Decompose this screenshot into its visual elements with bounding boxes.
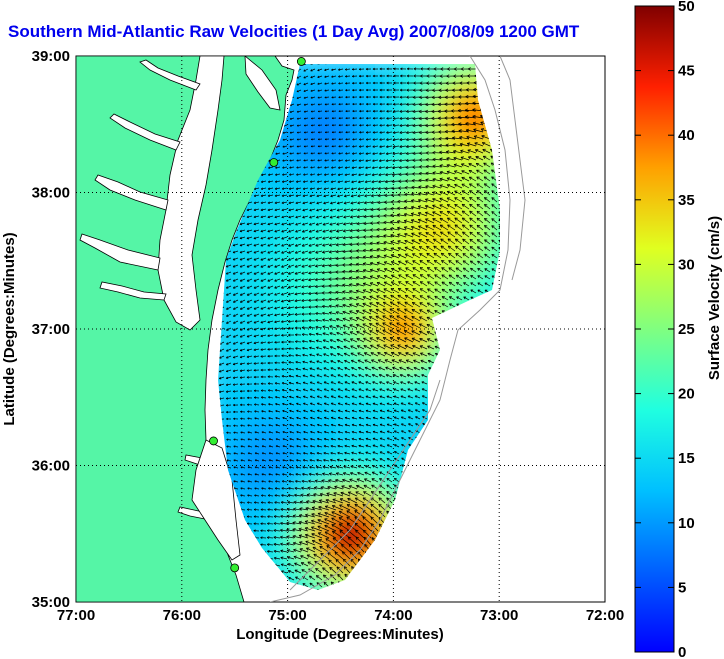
colorbar-tick-label: 45	[678, 63, 695, 80]
y-tick-label: 36:00	[32, 458, 70, 475]
colorbar-tick-label: 5	[678, 579, 686, 596]
x-tick-label: 74:00	[374, 607, 412, 624]
y-axis-ticks: 35:00 36:00 37:00 38:00 39:00	[32, 48, 70, 611]
y-axis-label: Latitude (Degrees:Minutes)	[1, 232, 18, 425]
radar-stations	[209, 57, 306, 573]
y-tick-label: 38:00	[32, 185, 70, 202]
y-tick-label: 37:00	[32, 321, 70, 338]
colorbar-tick-label: 0	[678, 644, 686, 659]
x-tick-label: 77:00	[57, 607, 95, 624]
bathymetry-contours	[269, 56, 526, 602]
colorbar-tick-label: 10	[678, 515, 695, 532]
x-axis-ticks: 77:00 76:00 75:00 74:00 73:00 72:00	[57, 607, 624, 624]
station-marker	[230, 563, 240, 573]
y-tick-label: 35:00	[32, 594, 70, 611]
x-axis-label: Longitude (Degrees:Minutes)	[236, 626, 444, 643]
colorbar	[634, 5, 675, 653]
colorbar-ticks: 0 5 10 15 20 25 30 35 40 45 50	[635, 0, 695, 659]
colorbar-tick-label: 15	[678, 450, 695, 467]
station-marker	[269, 158, 279, 167]
chesapeake-bay	[79, 56, 233, 521]
colorbar-tick-label: 30	[678, 256, 695, 273]
plot-title: Southern Mid-Atlantic Raw Velocities (1 …	[8, 22, 580, 41]
y-tick-label: 39:00	[32, 48, 70, 65]
x-tick-label: 75:00	[268, 607, 306, 624]
colorbar-tick-label: 35	[678, 192, 695, 209]
station-marker	[209, 436, 218, 446]
colorbar-tick-label: 50	[678, 0, 695, 15]
colorbar-tick-label: 20	[678, 386, 695, 403]
grid-lines	[76, 56, 605, 602]
x-tick-label: 76:00	[163, 607, 201, 624]
x-tick-label: 72:00	[586, 607, 624, 624]
colorbar-tick-label: 25	[678, 321, 695, 338]
colorbar-label: Surface Velocity (cm/s)	[706, 216, 723, 380]
delaware-bay	[244, 56, 281, 111]
colorbar-tick-label: 40	[678, 127, 695, 144]
x-tick-label: 73:00	[480, 607, 518, 624]
station-marker	[296, 57, 306, 66]
